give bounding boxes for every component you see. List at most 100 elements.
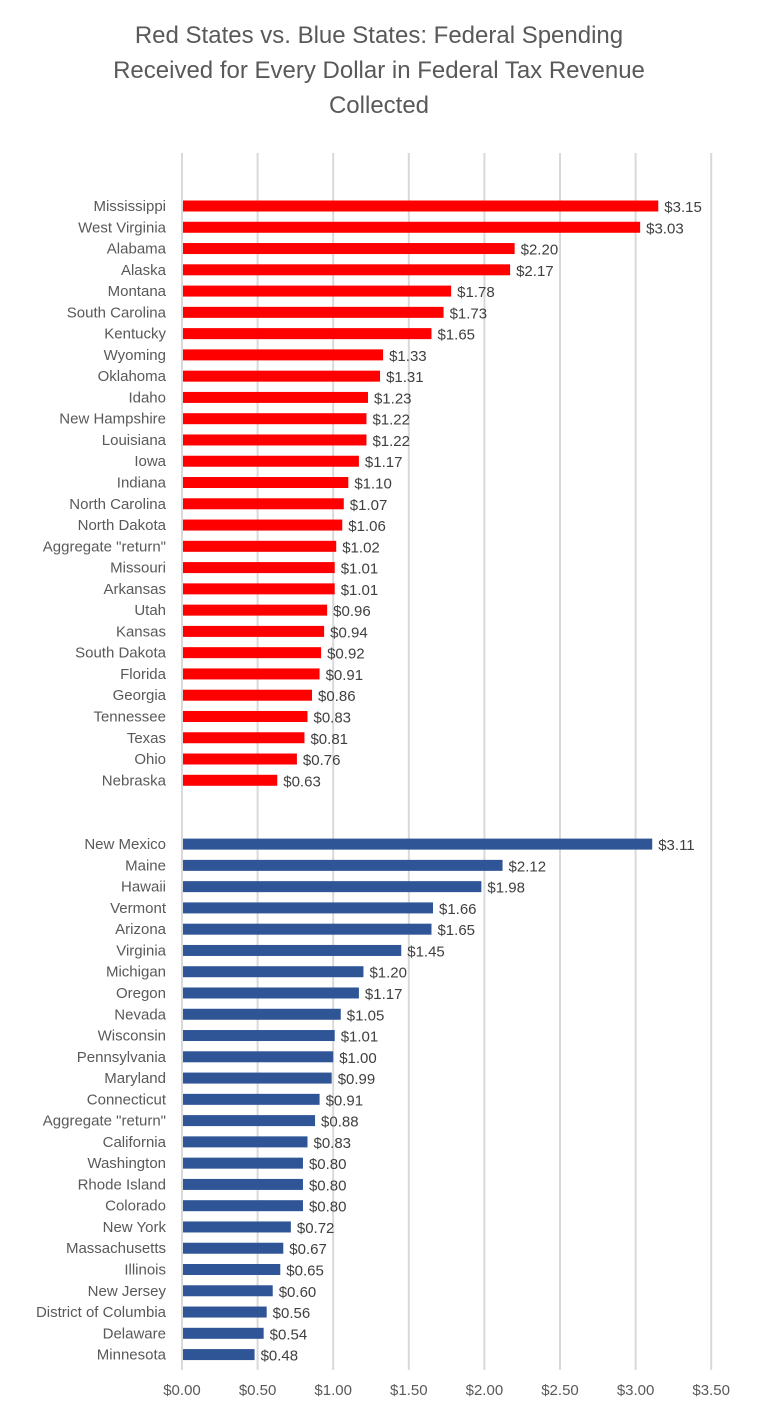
bar [183,732,305,744]
value-label: $1.22 [372,433,410,450]
bar [183,477,349,489]
value-label: $1.17 [365,986,403,1003]
category-label: Pennsylvania [77,1049,167,1066]
category-label: South Dakota [75,645,167,662]
category-label: Mississippi [93,198,166,215]
bar [183,370,381,382]
chart-title-line-1: Red States vs. Blue States: Federal Spen… [134,22,624,49]
category-label: Maryland [104,1070,166,1087]
category-label: Nevada [114,1006,166,1023]
value-label: $1.06 [348,518,386,535]
category-label: Oregon [116,985,166,1002]
bar [183,1030,335,1042]
bar [183,455,359,467]
value-label: $0.60 [279,1284,317,1301]
bar [183,1157,303,1169]
value-label: $1.73 [450,305,488,322]
category-label: Connecticut [87,1091,167,1108]
bar [183,604,328,616]
value-label: $0.54 [270,1326,308,1343]
value-label: $0.81 [310,731,348,748]
category-label: Ohio [134,751,166,768]
value-label: $1.23 [374,390,412,407]
category-label: Kansas [116,623,166,640]
bar [183,434,367,446]
category-label: Nebraska [102,772,167,789]
value-label: $0.83 [313,709,351,726]
bar [183,1115,316,1127]
value-label: $3.03 [646,220,684,237]
value-label: $0.94 [330,624,368,641]
category-label: Wyoming [104,347,166,364]
bar [183,944,402,956]
value-label: $2.20 [521,242,559,259]
category-label: Maine [125,857,166,874]
bar [183,519,343,531]
category-label: South Carolina [67,304,167,321]
category-label: Massachusetts [66,1240,166,1257]
value-label: $0.88 [321,1114,359,1131]
value-labels: $3.15 $3.03 $2.20 $2.17 $1.78 $1.73 $1.65 $1.33… [261,199,702,1365]
category-label: Georgia [113,687,167,704]
chart-title: Red States vs. Blue States: Federal Spen… [0,18,758,123]
value-label: $1.01 [341,582,379,599]
value-label: $3.11 [658,837,694,854]
value-label: $2.12 [509,858,547,875]
bar [183,1285,273,1297]
category-label: Missouri [110,560,166,577]
category-label: Alabama [107,241,167,258]
value-label: $0.56 [273,1305,311,1322]
value-label: $1.01 [341,1029,379,1046]
value-label: $0.80 [309,1199,347,1216]
value-label: $1.31 [386,369,424,386]
category-label: Wisconsin [98,1028,166,1045]
value-label: $0.80 [309,1156,347,1173]
category-label: North Carolina [69,496,166,513]
category-label: Louisiana [102,432,167,449]
value-label: $3.15 [664,199,702,216]
chart-title-line-2: Received for Every Dollar in Federal Tax… [113,57,645,84]
bar [183,689,313,701]
category-label: Aggregate "return" [43,1113,166,1130]
bar [183,413,367,425]
value-label: $0.65 [286,1263,324,1280]
value-label: $1.33 [389,348,427,365]
bar [183,1008,341,1020]
category-label: Hawaii [121,879,166,896]
value-label: $1.17 [365,454,403,471]
bar [183,264,511,276]
value-label: $0.86 [318,688,356,705]
bar [183,349,384,361]
value-label: $1.65 [437,327,475,344]
x-axis-tick-labels: $0.00 $0.50 $1.00 $1.50 $2.00 $2.50 $3.00 $3.50 [163,1382,730,1399]
bar [183,306,444,318]
bar [183,540,337,552]
bar [183,1349,255,1361]
bar [183,625,325,637]
bar [183,200,659,212]
category-label: Washington [87,1155,166,1172]
bar [183,1178,303,1190]
value-label: $0.91 [326,667,364,684]
bar [183,966,364,978]
bar [183,902,433,914]
bar [183,1051,334,1063]
bar [183,1072,332,1084]
bar [183,774,278,786]
value-label: $1.07 [350,497,388,514]
value-label: $0.48 [261,1348,299,1365]
value-label: $0.72 [297,1220,335,1237]
bar [183,391,368,403]
x-tick-label: $1.50 [390,1382,428,1399]
value-label: $1.65 [437,922,475,939]
category-label: New York [103,1219,167,1236]
category-label: New Mexico [84,836,166,853]
value-label: $0.83 [313,1135,351,1152]
value-label: $0.92 [327,646,365,663]
value-label: $1.01 [341,561,379,578]
category-label: Rhode Island [78,1176,166,1193]
bar [183,1306,267,1318]
value-label: $1.78 [457,284,495,301]
value-label: $1.45 [407,943,445,960]
category-label: Texas [127,730,166,747]
